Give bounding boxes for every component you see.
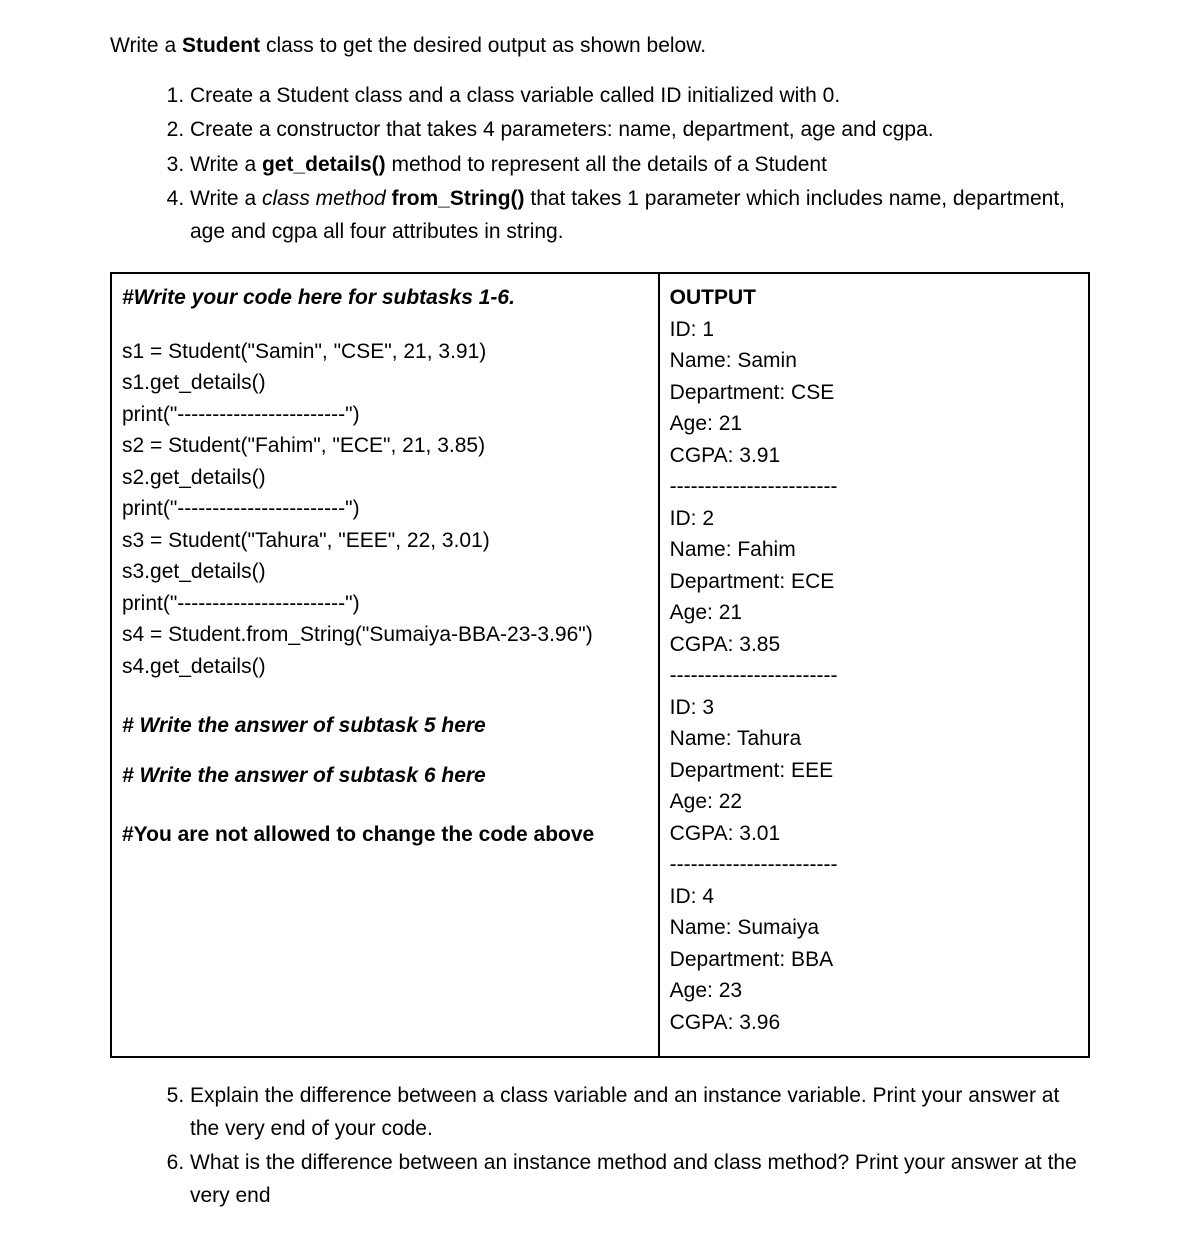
output-line: ------------------------ [670,849,1078,881]
code-output-table: #Write your code here for subtasks 1-6. … [110,272,1090,1058]
output-line: Age: 21 [670,597,1078,629]
output-line: Department: BBA [670,944,1078,976]
code-line: s1 = Student("Samin", "CSE", 21, 3.91) [122,336,648,368]
code-line: s4 = Student.from_String("Sumaiya-BBA-23… [122,619,648,651]
output-cell: OUTPUT ID: 1 Name: Samin Department: CSE… [659,273,1089,1057]
output-line: Name: Samin [670,345,1078,377]
output-line: CGPA: 3.01 [670,818,1078,850]
code-line: s1.get_details() [122,367,648,399]
output-line: Age: 21 [670,408,1078,440]
output-line: Department: EEE [670,755,1078,787]
code-line: s2.get_details() [122,462,648,494]
intro-bold: Student [182,34,260,57]
output-line: Name: Sumaiya [670,912,1078,944]
code-line: s4.get_details() [122,651,648,683]
output-line: ID: 1 [670,314,1078,346]
task-item-5: Explain the difference between a class v… [190,1080,1090,1145]
code-cell: #Write your code here for subtasks 1-6. … [111,273,659,1057]
code-header-comment: #Write your code here for subtasks 1-6. [122,282,648,314]
intro-part2: class to get the desired output as shown… [260,34,706,57]
output-line: Name: Tahura [670,723,1078,755]
output-line: CGPA: 3.96 [670,1007,1078,1039]
code-line: s3 = Student("Tahura", "EEE", 22, 3.01) [122,525,648,557]
intro-sentence: Write a Student class to get the desired… [110,30,1090,62]
subtask6-comment: # Write the answer of subtask 6 here [122,760,648,792]
not-allowed-comment: #You are not allowed to change the code … [122,819,648,851]
subtask5-comment: # Write the answer of subtask 5 here [122,710,648,742]
output-line: CGPA: 3.91 [670,440,1078,472]
output-line: Age: 22 [670,786,1078,818]
code-line: print("------------------------") [122,399,648,431]
document-page: Write a Student class to get the desired… [0,0,1200,1254]
code-line: s3.get_details() [122,556,648,588]
code-line: print("------------------------") [122,493,648,525]
task-item-6: What is the difference between an instan… [190,1147,1090,1212]
output-line: Name: Fahim [670,534,1078,566]
task-item-1: Create a Student class and a class varia… [190,80,1090,113]
output-header: OUTPUT [670,282,1078,314]
tasks-list-top: Create a Student class and a class varia… [110,80,1090,249]
task-item-3: Write a get_details() method to represen… [190,149,1090,182]
output-line: ------------------------ [670,471,1078,503]
output-line: CGPA: 3.85 [670,629,1078,661]
task-item-2: Create a constructor that takes 4 parame… [190,114,1090,147]
code-line: print("------------------------") [122,588,648,620]
output-line: Department: CSE [670,377,1078,409]
output-line: ID: 4 [670,881,1078,913]
output-line: Department: ECE [670,566,1078,598]
code-line: s2 = Student("Fahim", "ECE", 21, 3.85) [122,430,648,462]
output-line: ID: 2 [670,503,1078,535]
output-line: ID: 3 [670,692,1078,724]
tasks-list-bottom: Explain the difference between a class v… [110,1080,1090,1212]
task-item-4: Write a class method from_String() that … [190,183,1090,248]
output-line: Age: 23 [670,975,1078,1007]
intro-part1: Write a [110,34,182,57]
output-line: ------------------------ [670,660,1078,692]
